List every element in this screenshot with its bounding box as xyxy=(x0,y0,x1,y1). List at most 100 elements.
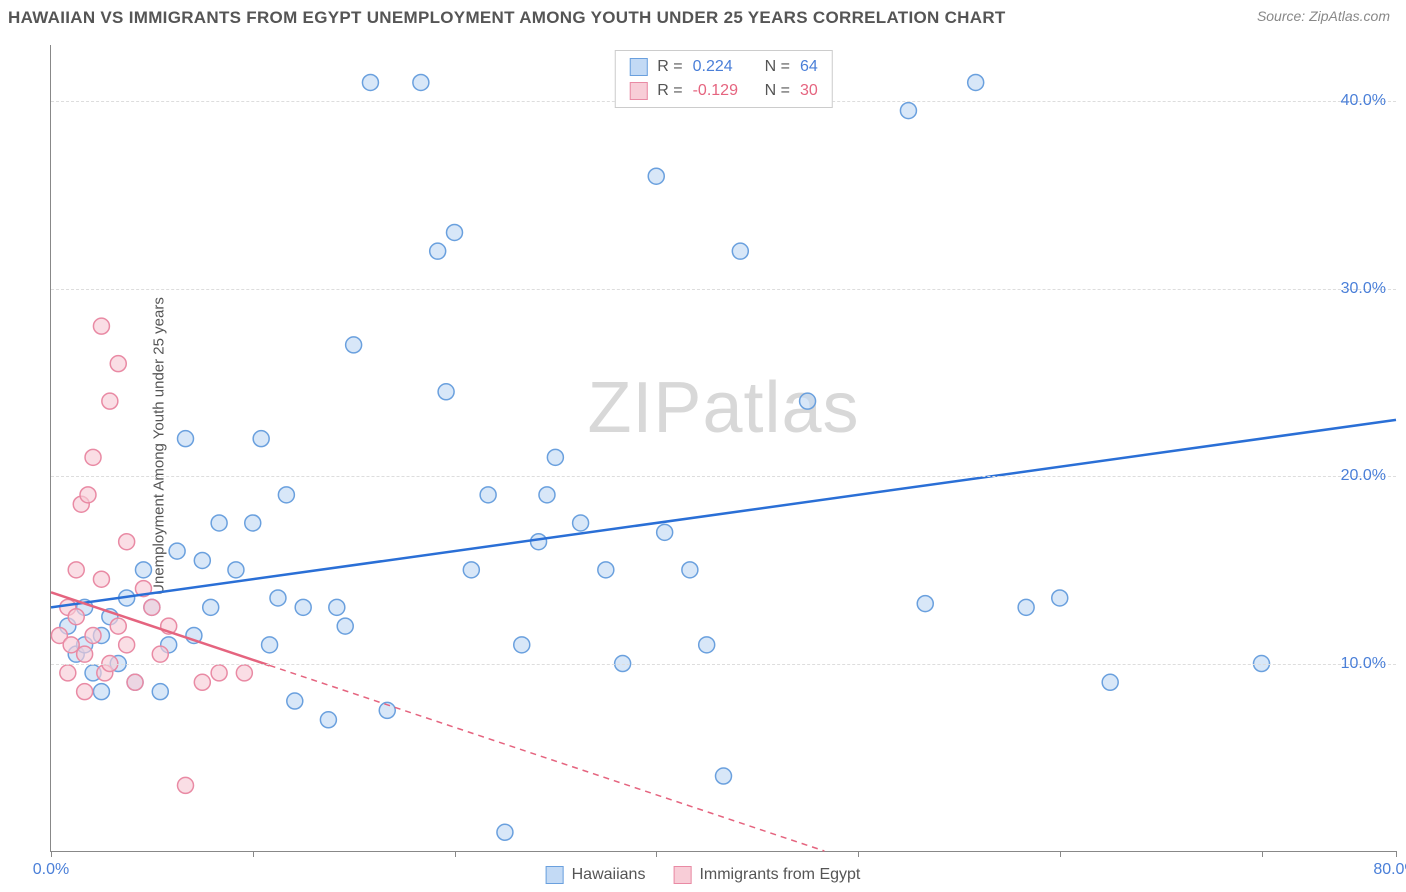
data-point xyxy=(68,562,84,578)
legend-r-value: 0.224 xyxy=(693,55,755,79)
xtick-label: 0.0% xyxy=(33,861,69,879)
data-point xyxy=(262,637,278,653)
data-point xyxy=(110,356,126,372)
data-point xyxy=(85,449,101,465)
data-point xyxy=(329,599,345,615)
data-point xyxy=(547,449,563,465)
data-point xyxy=(80,487,96,503)
gridline-h xyxy=(51,664,1396,665)
trend-line-dashed xyxy=(270,665,825,851)
chart-plot-area: ZIPatlas 10.0%20.0%30.0%40.0%0.0%80.0%R … xyxy=(50,45,1396,852)
data-point xyxy=(178,431,194,447)
data-point xyxy=(93,571,109,587)
gridline-h xyxy=(51,289,1396,290)
data-point xyxy=(682,562,698,578)
legend-label: Immigrants from Egypt xyxy=(699,866,860,884)
data-point xyxy=(463,562,479,578)
legend-n-value: 30 xyxy=(800,79,818,103)
data-point xyxy=(135,562,151,578)
data-point xyxy=(110,618,126,634)
trend-line xyxy=(51,420,1396,607)
legend-item: Hawaiians xyxy=(546,866,646,884)
data-point xyxy=(447,224,463,240)
data-point xyxy=(102,393,118,409)
data-point xyxy=(60,665,76,681)
data-point xyxy=(346,337,362,353)
xtick xyxy=(1262,851,1263,857)
data-point xyxy=(194,674,210,690)
legend-stats-row: R =-0.129N =30 xyxy=(629,79,817,103)
data-point xyxy=(270,590,286,606)
data-point xyxy=(413,74,429,90)
data-point xyxy=(77,684,93,700)
chart-title: HAWAIIAN VS IMMIGRANTS FROM EGYPT UNEMPL… xyxy=(8,8,1006,28)
data-point xyxy=(93,318,109,334)
data-point xyxy=(732,243,748,259)
data-point xyxy=(287,693,303,709)
xtick xyxy=(455,851,456,857)
data-point xyxy=(211,515,227,531)
data-point xyxy=(598,562,614,578)
data-point xyxy=(152,684,168,700)
data-point xyxy=(497,824,513,840)
legend-n-label: N = xyxy=(765,79,790,103)
legend-swatch xyxy=(629,58,647,76)
xtick-label: 80.0% xyxy=(1373,861,1406,879)
data-point xyxy=(514,637,530,653)
data-point xyxy=(900,103,916,119)
ytick-label: 40.0% xyxy=(1341,92,1386,110)
xtick xyxy=(253,851,254,857)
legend-swatch xyxy=(673,866,691,884)
data-point xyxy=(657,524,673,540)
xtick xyxy=(1396,851,1397,857)
data-point xyxy=(93,684,109,700)
gridline-h xyxy=(51,476,1396,477)
xtick xyxy=(858,851,859,857)
data-point xyxy=(77,646,93,662)
data-point xyxy=(800,393,816,409)
data-point xyxy=(1052,590,1068,606)
data-point xyxy=(1018,599,1034,615)
data-point xyxy=(203,599,219,615)
legend-stats-row: R =0.224N =64 xyxy=(629,55,817,79)
ytick-label: 20.0% xyxy=(1341,467,1386,485)
data-point xyxy=(716,768,732,784)
data-point xyxy=(178,777,194,793)
legend-stats: R =0.224N =64R =-0.129N =30 xyxy=(614,50,832,108)
data-point xyxy=(648,168,664,184)
data-point xyxy=(295,599,311,615)
legend-item: Immigrants from Egypt xyxy=(673,866,860,884)
data-point xyxy=(127,674,143,690)
data-point xyxy=(278,487,294,503)
data-point xyxy=(119,534,135,550)
legend-r-value: -0.129 xyxy=(693,79,755,103)
ytick-label: 30.0% xyxy=(1341,280,1386,298)
data-point xyxy=(968,74,984,90)
data-point xyxy=(152,646,168,662)
xtick xyxy=(1060,851,1061,857)
data-point xyxy=(85,627,101,643)
source-attribution: Source: ZipAtlas.com xyxy=(1257,8,1390,24)
legend-label: Hawaiians xyxy=(572,866,646,884)
data-point xyxy=(699,637,715,653)
data-point xyxy=(253,431,269,447)
xtick xyxy=(51,851,52,857)
data-point xyxy=(236,665,252,681)
data-point xyxy=(531,534,547,550)
data-point xyxy=(211,665,227,681)
data-point xyxy=(438,384,454,400)
data-point xyxy=(245,515,261,531)
legend-swatch xyxy=(546,866,564,884)
legend-n-label: N = xyxy=(765,55,790,79)
legend-swatch xyxy=(629,82,647,100)
data-point xyxy=(169,543,185,559)
data-point xyxy=(917,596,933,612)
data-point xyxy=(337,618,353,634)
ytick-label: 10.0% xyxy=(1341,655,1386,673)
data-point xyxy=(362,74,378,90)
legend-r-label: R = xyxy=(657,55,682,79)
legend-bottom: Hawaiians Immigrants from Egypt xyxy=(546,866,861,884)
data-point xyxy=(320,712,336,728)
data-point xyxy=(1102,674,1118,690)
data-point xyxy=(539,487,555,503)
